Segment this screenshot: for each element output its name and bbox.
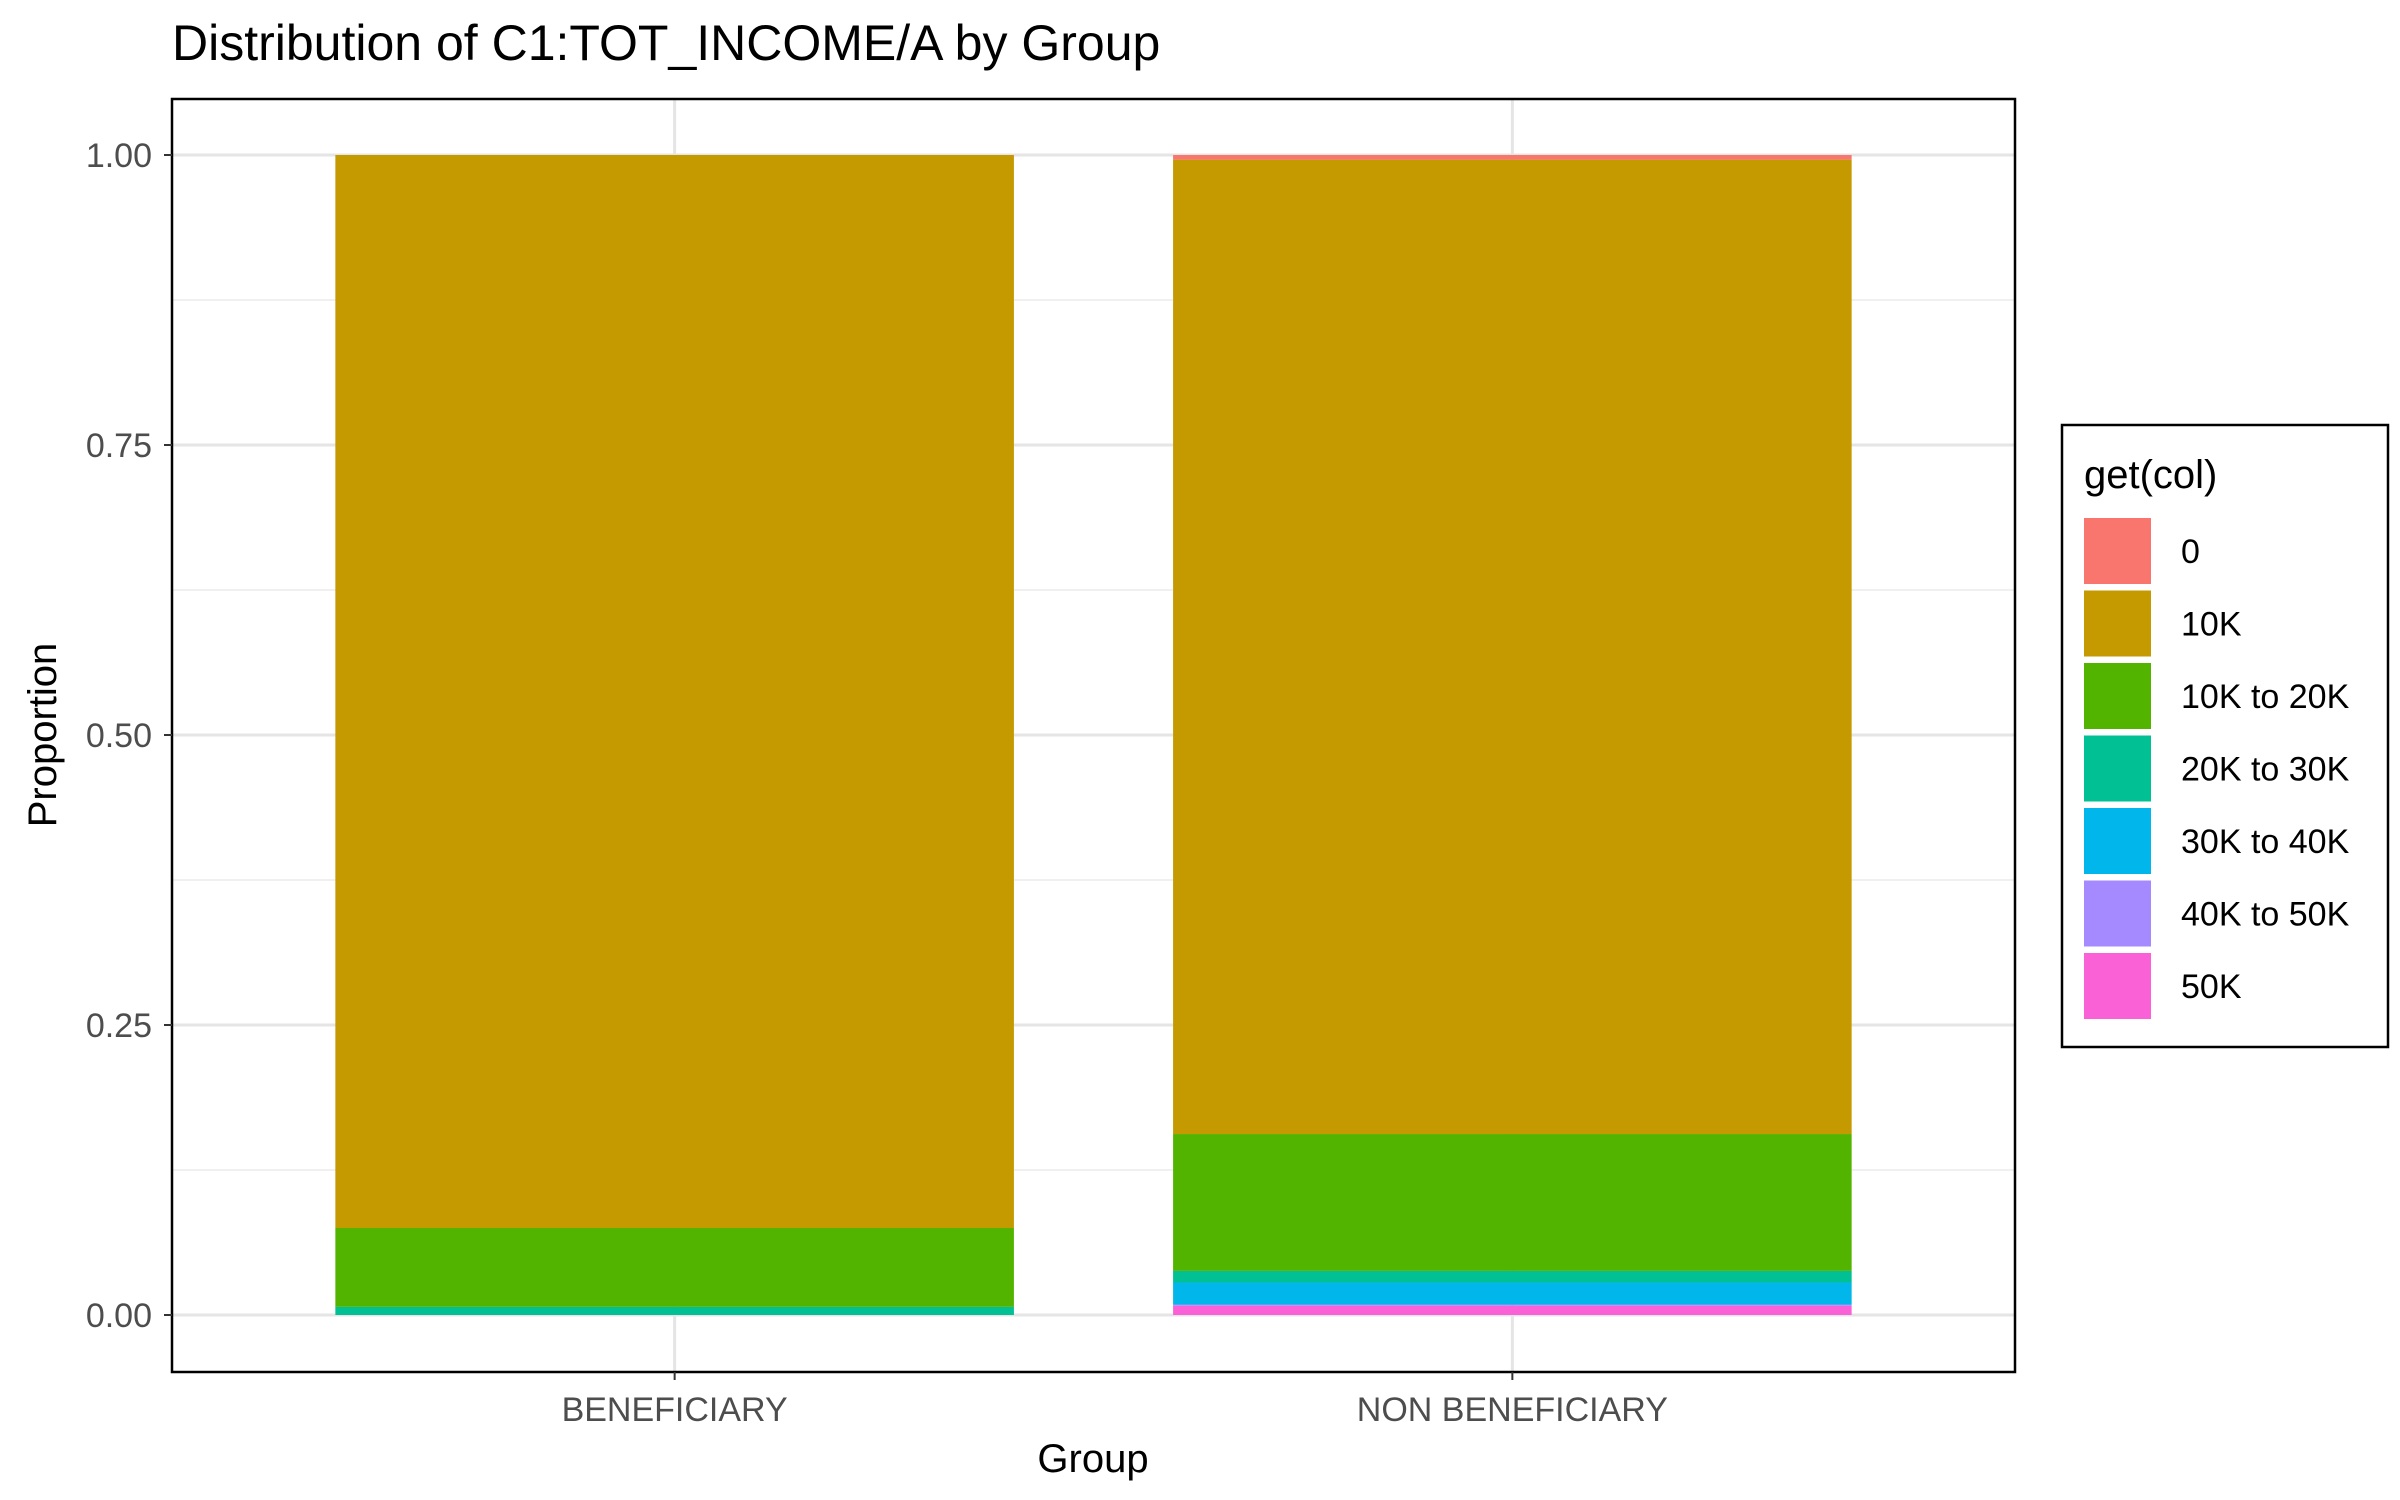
y-axis-title: Proportion [21,643,65,828]
legend-label: 40K to 50K [2181,896,2350,934]
legend-key [2084,808,2151,874]
legend-items: 0 10K 10K to 20K 20K to 30K 30K to 40K 40K to… [2084,518,2350,1019]
legend-key [2084,518,2151,584]
legend-key [2084,953,2151,1019]
y-tick-label: 1.00 [86,137,152,175]
bar-segment [335,1306,1014,1315]
legend-label: 0 [2181,533,2200,571]
bar-segment [1173,1270,1852,1283]
y-tick-label: 0.00 [86,1297,152,1335]
x-axis: BENEFICIARY NON BENEFICIARY [562,1372,1668,1429]
bar-segment [335,1228,1014,1307]
x-axis-title: Group [1037,1437,1148,1481]
bar-segment [335,155,1014,1228]
chart-title: Distribution of C1:TOT_INCOME/A by Group [172,15,1160,71]
y-tick-label: 0.75 [86,427,152,465]
legend-key [2084,590,2151,657]
bar-segment [1173,1134,1852,1271]
legend-title: get(col) [2084,453,2217,497]
legend-label: 10K [2181,606,2242,644]
legend-label: 10K to 20K [2181,678,2350,716]
legend-label: 30K to 40K [2181,823,2350,861]
bar-segment [1173,1305,1852,1315]
x-tick-label: NON BENEFICIARY [1357,1391,1668,1429]
y-axis: 0.00 0.25 0.50 0.75 1.00 [86,137,172,1335]
legend-key [2084,735,2151,802]
bar-segment [1173,159,1852,1135]
legend-key [2084,880,2151,947]
y-tick-label: 0.50 [86,717,152,755]
bar-segment [1173,155,1852,160]
legend-key [2084,663,2151,729]
legend-label: 50K [2181,968,2242,1006]
bars-layer [335,155,1852,1315]
x-tick-label: BENEFICIARY [562,1391,788,1429]
legend-label: 20K to 30K [2181,751,2350,789]
bar-segment [1173,1304,1852,1306]
bar-segment [1173,1282,1852,1305]
legend: get(col) 0 10K 10K to 20K 20K to 30K 30K to … [2060,423,2390,1049]
y-tick-label: 0.25 [86,1007,152,1045]
